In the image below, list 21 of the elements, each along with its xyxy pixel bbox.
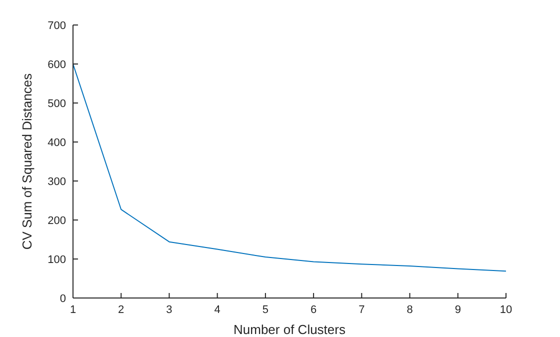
x-tick-label: 9 (454, 304, 461, 316)
y-tick-label: 500 (48, 98, 66, 110)
x-tick-label: 8 (406, 304, 413, 316)
x-axis-title: Number of Clusters (234, 322, 346, 337)
x-tick-label: 4 (214, 304, 220, 316)
x-tick-label: 7 (358, 304, 365, 316)
y-axis-title: CV Sum of Squared Distances (20, 72, 35, 250)
x-tick-label: 10 (500, 304, 512, 316)
x-tick-label: 3 (166, 304, 172, 316)
x-tick-label: 6 (310, 304, 317, 316)
y-tick-label: 300 (48, 176, 66, 188)
y-tick-label: 700 (48, 20, 66, 32)
y-tick-label: 600 (48, 58, 66, 71)
line-series (73, 64, 506, 272)
y-tick-label: 200 (48, 214, 66, 227)
y-tick-label: 100 (48, 254, 66, 266)
x-tick-label: 2 (118, 304, 124, 316)
y-tick-label: 400 (48, 136, 66, 149)
x-tick-label: 1 (70, 304, 76, 316)
y-tick-label: 0 (60, 292, 66, 305)
x-tick-label: 5 (262, 304, 269, 316)
